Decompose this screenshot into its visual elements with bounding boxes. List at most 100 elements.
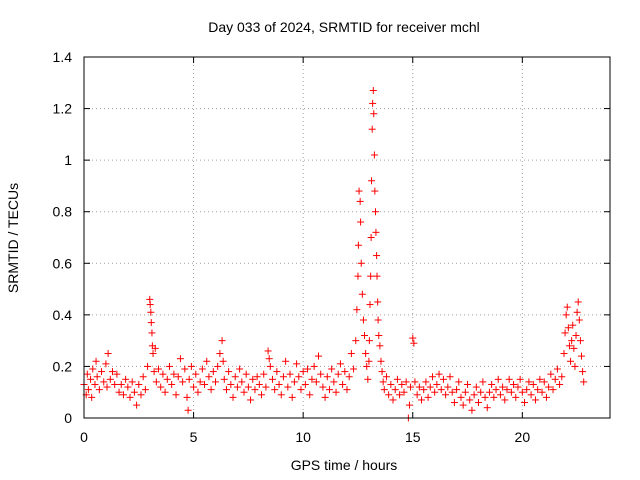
y-tick-label: 0.2 — [53, 358, 73, 374]
data-point — [273, 368, 281, 376]
data-point — [545, 383, 553, 391]
data-point — [373, 252, 381, 260]
data-point — [366, 301, 374, 309]
data-point — [354, 241, 362, 249]
data-point — [573, 308, 581, 316]
data-point — [382, 373, 390, 381]
data-point — [563, 303, 571, 311]
data-point — [91, 380, 99, 388]
data-point — [411, 378, 419, 386]
x-tick-label: 5 — [190, 429, 198, 445]
data-point — [568, 337, 576, 345]
data-point — [317, 370, 325, 378]
data-point — [231, 373, 239, 381]
data-point — [308, 375, 316, 383]
data-point — [361, 331, 369, 339]
data-point — [415, 383, 423, 391]
data-point — [369, 99, 377, 107]
data-point — [157, 383, 165, 391]
data-point — [426, 383, 434, 391]
data-point — [525, 378, 533, 386]
data-point — [549, 386, 557, 394]
data-point — [192, 370, 200, 378]
data-point — [119, 391, 127, 399]
data-point — [499, 383, 507, 391]
data-point — [268, 375, 276, 383]
data-point — [505, 375, 513, 383]
data-point — [564, 324, 572, 332]
data-point — [459, 401, 467, 409]
data-point — [514, 383, 522, 391]
data-point — [370, 110, 378, 118]
data-point — [356, 197, 364, 205]
data-point — [372, 228, 380, 236]
data-point — [163, 375, 171, 383]
data-point — [240, 388, 248, 396]
data-point — [159, 370, 167, 378]
data-point — [516, 375, 524, 383]
data-point — [304, 365, 312, 373]
data-point — [229, 393, 237, 401]
data-point — [507, 388, 515, 396]
data-point — [219, 357, 227, 365]
data-point — [422, 378, 430, 386]
data-point — [558, 373, 566, 381]
data-point — [431, 388, 439, 396]
data-point — [477, 388, 485, 396]
data-point — [371, 187, 379, 195]
data-point — [93, 373, 101, 381]
data-point — [481, 393, 489, 401]
data-point — [321, 393, 329, 401]
data-point — [503, 386, 511, 394]
data-point — [479, 378, 487, 386]
data-point — [149, 350, 157, 358]
data-point — [212, 378, 219, 386]
data-point — [560, 350, 568, 358]
data-point — [547, 370, 555, 378]
data-point — [262, 383, 270, 391]
data-point — [521, 399, 529, 407]
data-point — [556, 380, 564, 388]
data-point — [113, 370, 121, 378]
data-point — [146, 301, 154, 309]
data-point — [209, 368, 217, 376]
data-point — [310, 362, 318, 370]
x-axis-label: GPS time / hours — [291, 457, 398, 473]
data-points — [80, 87, 588, 422]
data-point — [363, 362, 371, 370]
data-point — [265, 355, 273, 363]
data-point — [367, 272, 375, 280]
data-point — [144, 362, 152, 370]
data-point — [297, 386, 305, 394]
data-point — [576, 337, 584, 345]
data-point — [418, 396, 426, 404]
data-point — [369, 87, 377, 95]
data-point — [253, 373, 261, 381]
data-point — [542, 393, 550, 401]
data-point — [251, 386, 259, 394]
x-tick-label: 10 — [295, 429, 311, 445]
data-point — [277, 391, 285, 399]
data-point — [172, 391, 180, 399]
data-point — [570, 344, 578, 352]
data-point — [551, 375, 559, 383]
data-point — [181, 365, 189, 373]
data-point — [258, 391, 266, 399]
data-point — [133, 401, 141, 409]
data-point — [100, 378, 108, 386]
data-point — [378, 368, 386, 376]
data-point — [561, 329, 569, 337]
data-point — [139, 373, 147, 381]
data-point — [574, 298, 582, 306]
data-point — [365, 337, 373, 345]
data-point — [410, 339, 418, 347]
data-point — [368, 125, 376, 133]
data-point — [214, 362, 222, 370]
data-point — [84, 386, 92, 394]
data-point — [89, 365, 97, 373]
data-point — [402, 378, 410, 386]
data-point — [122, 375, 130, 383]
data-point — [98, 368, 106, 376]
data-point — [364, 375, 372, 383]
